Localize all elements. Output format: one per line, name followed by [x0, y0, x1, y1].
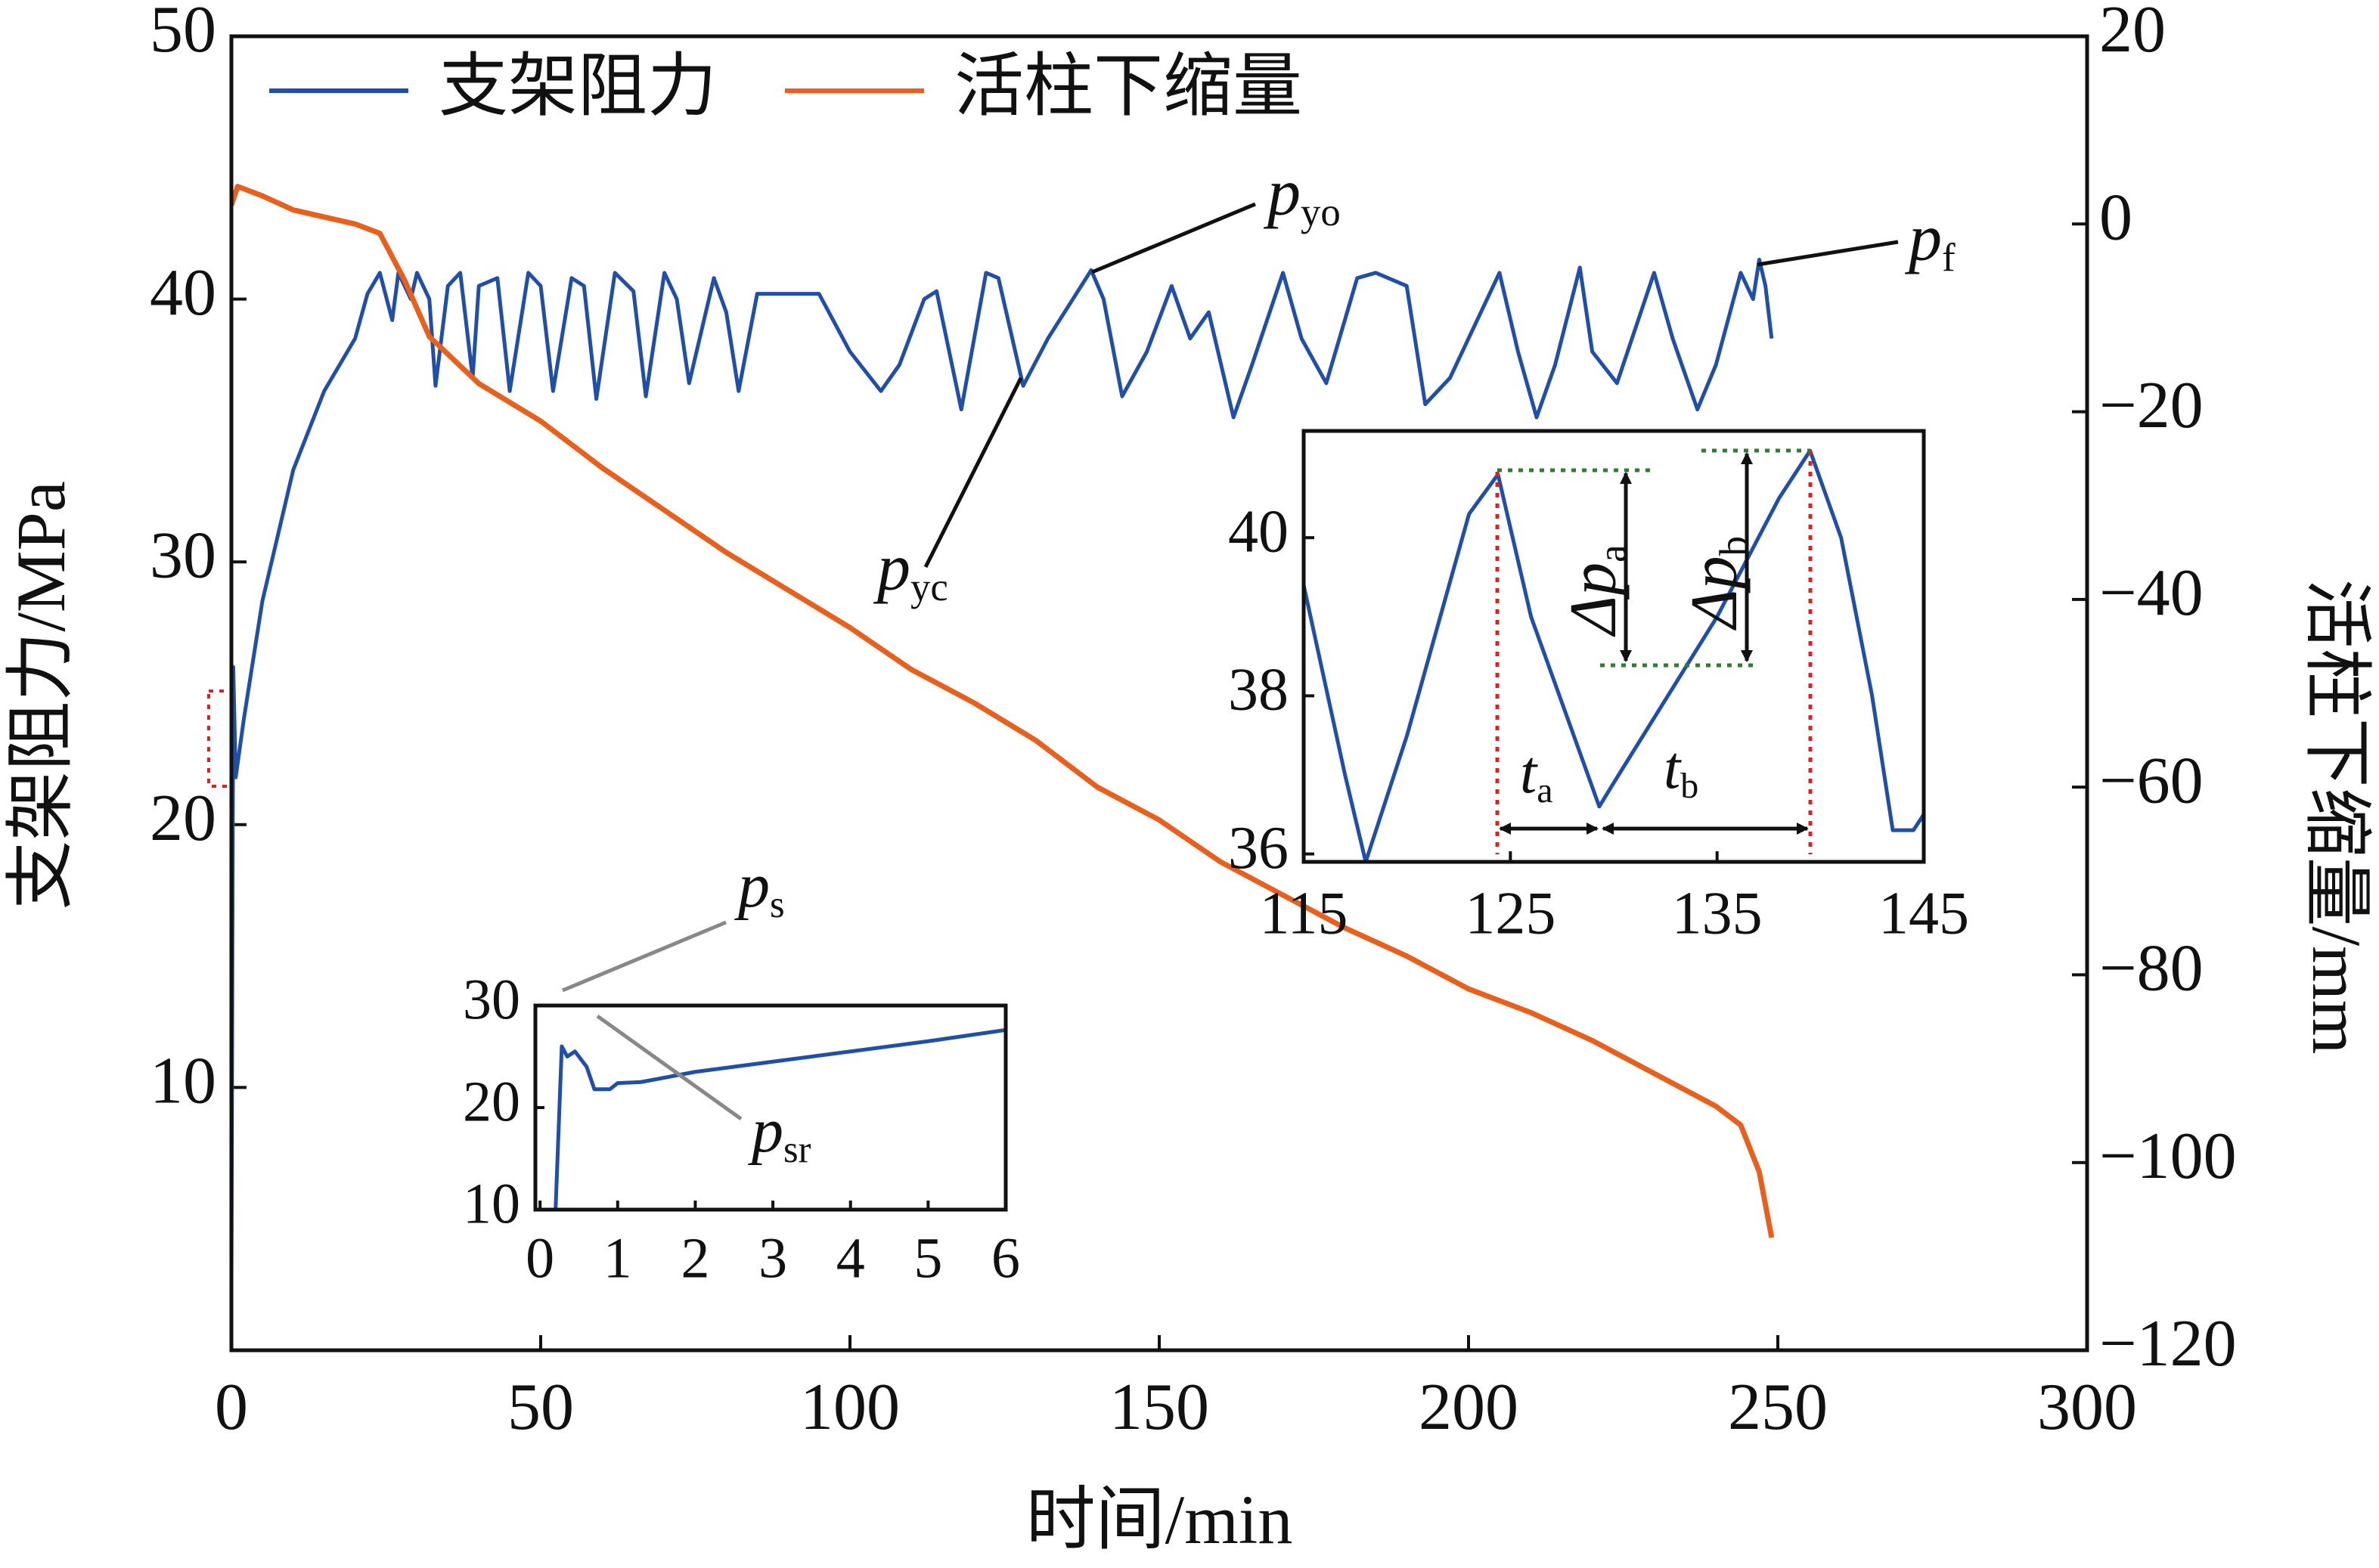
- y-tick-label: 10: [463, 1172, 520, 1235]
- y-axis-title: 支架阻力/MPa: [2, 481, 79, 910]
- y-tick-label: 40: [1228, 499, 1289, 566]
- annotation-text: t: [1664, 735, 1682, 801]
- leader-line: [923, 377, 1023, 569]
- annotation-text: p: [748, 1095, 783, 1166]
- x-tick-label: 115: [1259, 880, 1348, 947]
- series-line: [231, 184, 1775, 1238]
- y-tick-label: 30: [150, 519, 216, 592]
- y2-tick-label: −60: [2099, 744, 2204, 817]
- series-line: [231, 257, 1774, 1285]
- annotation-sub: yo: [1301, 191, 1341, 234]
- x-tick-label: 6: [991, 1227, 1020, 1291]
- y2-tick-label: −80: [2099, 932, 2204, 1006]
- x-tick-label: 135: [1672, 880, 1763, 947]
- annotation: psr: [748, 1095, 811, 1170]
- annotation-sub: b: [1680, 766, 1698, 806]
- x-tick-label: 300: [2037, 1371, 2137, 1444]
- leader-line: [1757, 240, 1899, 267]
- x-tick-label: 100: [800, 1371, 900, 1444]
- x-tick-label: 0: [215, 1371, 248, 1444]
- plot-frame: [1301, 429, 1926, 864]
- y-tick-label: 36: [1228, 815, 1289, 882]
- annotation-text: p: [873, 531, 910, 605]
- annotation-sub: f: [1942, 236, 1956, 280]
- annotation-text: p: [1904, 202, 1942, 275]
- y2-tick-label: 0: [2099, 181, 2132, 254]
- y-tick-label: 50: [150, 0, 216, 67]
- x-tick-label: 145: [1878, 880, 1969, 947]
- x-tick-label: 5: [913, 1227, 942, 1291]
- plot-frame: [533, 1003, 1008, 1212]
- leader-line: [596, 1014, 743, 1121]
- annotation: ta: [1520, 739, 1553, 810]
- x-tick-label: 125: [1465, 880, 1556, 947]
- annotation: Δpb: [1678, 536, 1756, 631]
- annotation-sub: yc: [910, 566, 948, 609]
- y-tick-label: 10: [150, 1045, 216, 1118]
- annotation-sub: s: [770, 883, 785, 925]
- x-tick-label: 200: [1419, 1371, 1518, 1444]
- y-tick-label: 38: [1228, 657, 1289, 724]
- annotation-sub: b: [1712, 536, 1756, 556]
- y-tick-label: 40: [150, 256, 216, 330]
- y2-tick-label: 20: [2099, 0, 2166, 67]
- annotation-text: p: [1263, 156, 1301, 230]
- annotation: ps: [734, 851, 785, 925]
- annotation: pf: [1904, 202, 1956, 280]
- x-tick-label: 50: [507, 1371, 574, 1444]
- plot-frame: [229, 34, 2089, 1353]
- annotation: Δpa: [1557, 544, 1635, 637]
- y-tick-label: 30: [463, 968, 520, 1031]
- x-tick-label: 250: [1728, 1371, 1828, 1444]
- y2-axis-title: 活柱下缩量/mm: [2298, 579, 2375, 1055]
- legend-label: 支架阻力: [439, 48, 717, 125]
- annotation-text: Δp: [1557, 562, 1630, 637]
- annotation: pyo: [1263, 156, 1341, 234]
- y-tick-label: 20: [463, 1070, 520, 1133]
- annotation-sub: sr: [783, 1128, 811, 1170]
- x-tick-label: 3: [758, 1227, 787, 1291]
- legend-label: 活柱下缩量: [954, 48, 1302, 125]
- annotation: pyc: [873, 531, 948, 609]
- annotation-sub: a: [1591, 544, 1635, 562]
- y2-tick-label: −120: [2099, 1307, 2237, 1381]
- leader-line: [562, 920, 727, 993]
- annotation: tb: [1664, 735, 1698, 806]
- x-tick-label: 1: [603, 1227, 632, 1291]
- y-tick-label: 20: [150, 782, 216, 855]
- annotation-text: p: [734, 851, 770, 921]
- annotation-text: t: [1520, 739, 1538, 806]
- annotation-sub: a: [1537, 770, 1552, 810]
- x-tick-label: 150: [1109, 1371, 1209, 1444]
- annotation-text: Δp: [1678, 556, 1751, 631]
- x-tick-label: 2: [681, 1227, 709, 1291]
- leader-line: [1091, 202, 1256, 274]
- x-tick-label: 4: [836, 1227, 865, 1291]
- y2-tick-label: −20: [2099, 369, 2204, 442]
- series-line: [554, 1027, 1006, 1210]
- y2-tick-label: −100: [2099, 1120, 2237, 1193]
- plot-area: [1304, 431, 1924, 862]
- series-line: [1304, 448, 1924, 862]
- y2-tick-label: −40: [2099, 556, 2204, 630]
- x-axis-title: 时间/min: [1026, 1481, 1293, 1558]
- x-tick-label: 0: [526, 1227, 554, 1291]
